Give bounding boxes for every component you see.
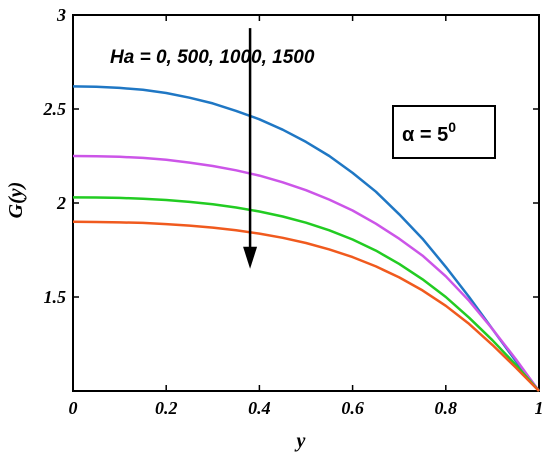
series-line-3: [72, 196, 540, 392]
series-line-2: [72, 154, 541, 392]
x-tick-label: 0: [69, 398, 78, 418]
y-tick-label: 2.5: [43, 99, 67, 119]
x-tick-label: 0.2: [155, 398, 178, 418]
x-tick-label: 0.8: [435, 398, 458, 418]
series-line-1: [72, 85, 540, 392]
y-tick-label: 2: [56, 193, 66, 213]
series-line-4: [72, 220, 540, 392]
x-axis-label: y: [295, 430, 306, 452]
plot-frame: [72, 14, 540, 392]
x-tick-label: 0.4: [248, 398, 271, 418]
alpha-inset-label: α = 50: [402, 119, 456, 146]
alpha-inset-superscript: 0: [448, 119, 456, 135]
y-tick-label: 3: [56, 5, 66, 25]
y-tick-label: 1.5: [44, 287, 67, 307]
alpha-inset: α = 50: [392, 105, 496, 159]
alpha-inset-value: α = 5: [402, 124, 448, 146]
x-axis-ticks: 0 0.2 0.4 0.6 0.8 1: [69, 15, 544, 418]
arrow-head: [243, 246, 258, 269]
ha-annotation: Ha = 0, 500, 1000, 1500: [110, 47, 315, 68]
x-tick-label: 1: [535, 398, 544, 418]
x-tick-label: 0.6: [341, 398, 364, 418]
y-axis-label: G(y): [5, 182, 27, 219]
series-layer: [72, 85, 541, 392]
ha-arrow: [243, 28, 258, 269]
alpha-inset-box: [392, 105, 496, 159]
y-axis-ticks: 1.5 2 2.5 3: [43, 5, 539, 307]
